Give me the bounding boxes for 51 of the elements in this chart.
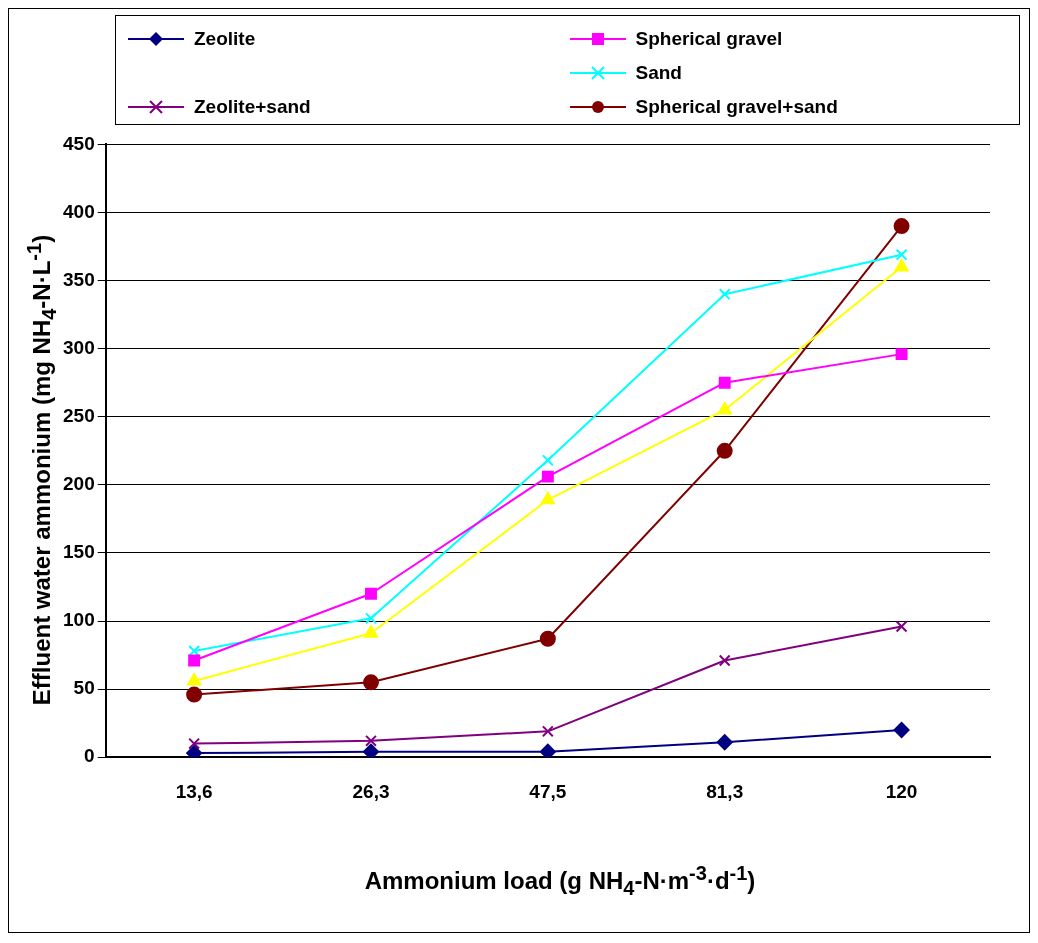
- point: [365, 734, 377, 747]
- point: [539, 630, 556, 647]
- y-tick-label: 300: [63, 336, 95, 358]
- x-tick-label: 81,3: [706, 780, 744, 802]
- y-tick-label: 200: [63, 473, 95, 495]
- point: [186, 745, 203, 758]
- legend-label: Sand: [635, 62, 682, 84]
- point: [716, 442, 733, 459]
- y-tick-label: 0: [84, 745, 95, 767]
- point: [362, 743, 379, 758]
- point: [895, 348, 908, 361]
- point: [186, 686, 203, 703]
- legend-label: Spherical gravel+sand: [635, 96, 838, 118]
- legend-label: Zeolite+sand: [194, 96, 311, 118]
- x-tick-label: 120: [885, 780, 918, 802]
- y-tick-label: 50: [73, 677, 95, 699]
- point: [718, 376, 731, 389]
- y-tick-label: 150: [63, 541, 95, 563]
- point: [362, 674, 379, 691]
- y-tick-label: 250: [63, 404, 95, 426]
- point: [188, 654, 201, 667]
- y-tick-label: 350: [63, 268, 95, 290]
- point: [718, 654, 731, 667]
- point: [188, 737, 201, 750]
- point: [716, 734, 733, 751]
- point: [718, 288, 731, 301]
- y-tick-label: 400: [63, 200, 95, 222]
- point: [540, 491, 555, 505]
- point: [539, 743, 556, 758]
- point: [894, 258, 909, 272]
- point: [188, 645, 201, 657]
- x-tick-label: 13,6: [175, 780, 213, 802]
- point: [541, 470, 554, 483]
- point: [365, 587, 377, 600]
- point: [893, 218, 910, 235]
- point: [363, 625, 379, 638]
- point: [187, 672, 202, 686]
- point: [541, 725, 554, 738]
- y-tick-label: 100: [63, 609, 95, 631]
- x-tick-label: 47,5: [529, 780, 567, 802]
- point: [717, 401, 732, 415]
- legend-label: Zeolite: [194, 28, 256, 50]
- point: [895, 620, 908, 633]
- x-axis-title: Ammonium load (g NH$_{4}$-N·m$^{-3}$·d$^{-1}$): [364, 862, 756, 900]
- point: [365, 612, 377, 625]
- point: [895, 248, 908, 261]
- x-tick-label: 26,3: [352, 780, 390, 802]
- point: [893, 721, 910, 738]
- legend-label: Spherical gravel: [635, 28, 783, 50]
- point: [541, 454, 554, 467]
- y-tick-label: 450: [63, 132, 95, 154]
